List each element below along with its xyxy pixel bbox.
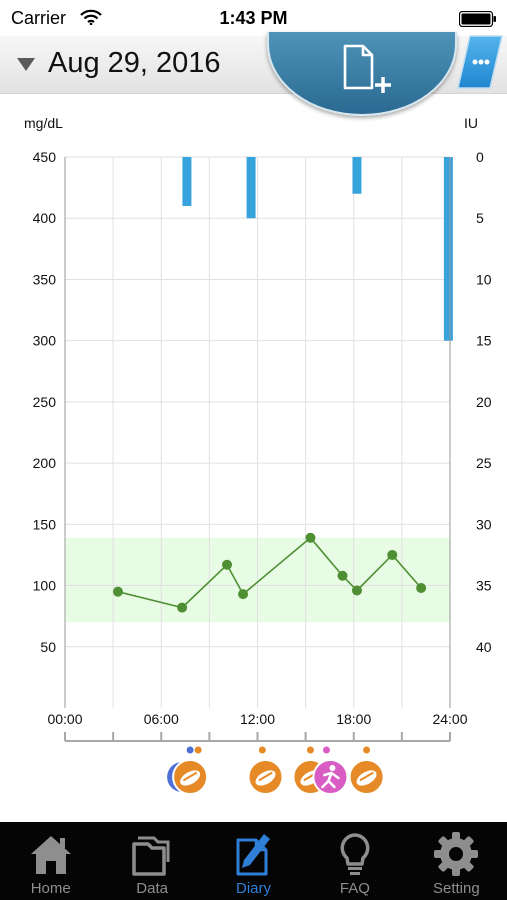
tab-setting-label: Setting [432,880,480,897]
gear-icon [434,832,479,876]
y-tick-label: 200 [33,455,57,471]
tab-data-label: Data [136,880,168,897]
event-dot [186,746,194,754]
y-tick-label: 100 [33,578,57,594]
y2-tick-label: 5 [476,210,484,226]
glucose-line [112,532,427,613]
event-marker[interactable] [292,746,349,795]
tab-home[interactable]: Home [0,822,101,900]
y-tick-label: 400 [33,210,57,226]
insulin-bars [182,157,453,341]
tab-diary[interactable]: Diary [203,822,304,900]
x-tick-label: 00:00 [47,711,82,727]
event-dot [306,746,314,754]
insulin-bar[interactable] [246,157,256,219]
y-axis-unit: mg/dL [24,115,63,131]
selected-date[interactable]: Aug 29, 2016 [48,47,221,79]
glucose-point[interactable] [416,583,427,594]
glucose-point[interactable] [238,589,249,600]
glucose-point[interactable] [112,586,123,597]
y2-tick-label: 20 [476,394,492,410]
tab-diary-label: Diary [236,880,272,897]
glucose-point[interactable] [351,585,362,596]
x-tick-label: 18:00 [336,711,371,727]
insulin-bar[interactable] [182,157,192,206]
y2-tick-label: 0 [476,149,484,165]
tab-data[interactable]: Data [101,822,202,900]
y2-tick-label: 10 [476,271,492,287]
date-picker-toggle-icon[interactable] [17,58,35,71]
status-bar: Carrier 1:43 PM [0,0,507,36]
meal-icon[interactable] [172,759,209,795]
event-dot [363,746,371,754]
y2-tick-label: 15 [476,333,492,349]
ellipsis-icon [472,59,490,65]
x-tick-label: 24:00 [432,711,467,727]
y-tick-label: 350 [33,271,57,287]
diary-icon [236,834,270,876]
tab-setting[interactable]: Setting [406,822,507,900]
tab-home-label: Home [30,880,71,897]
lightbulb-icon [340,833,370,875]
glucose-point[interactable] [222,559,233,570]
wifi-icon [80,9,102,25]
exercise-icon[interactable] [312,759,349,795]
y2-tick-label: 25 [476,455,492,471]
grid-lines [64,156,451,708]
y2-axis-unit: IU [464,115,478,131]
home-icon [30,836,71,874]
y2-tick-label: 35 [476,578,492,594]
data-folders-icon [132,836,170,876]
meal-icon[interactable] [348,759,385,795]
event-marker[interactable] [165,746,209,795]
new-document-icon [343,44,391,93]
chart-canvas: 50 100 150 200 250 300 350 400 450 0 5 10 15 20 25 30 35… [24,115,492,795]
tab-faq-label: FAQ [339,880,370,897]
y-tick-label: 50 [40,639,56,655]
glucose-point[interactable] [387,549,398,560]
clock: 1:43 PM [219,8,288,28]
event-dot [322,746,330,754]
y-tick-label: 450 [33,149,57,165]
meal-icon[interactable] [247,759,284,795]
glucose-point[interactable] [177,602,188,613]
y2-tick-label: 30 [476,516,492,532]
insulin-bar[interactable] [443,157,453,341]
tab-bar: Home Data Diary FAQ [0,822,507,900]
y-tick-label: 300 [33,333,57,349]
carrier-label: Carrier [11,8,67,28]
glucose-insulin-chart: 50 100 150 200 250 300 350 400 450 0 5 10 15 20 25 30 35… [0,94,507,824]
x-tick-label: 06:00 [144,711,179,727]
event-dot [194,746,202,754]
glucose-point[interactable] [337,570,348,581]
axes: 50 100 150 200 250 300 350 400 450 0 5 10 15 20 25 30 35… [33,149,492,727]
battery-icon [459,11,496,27]
insulin-bar[interactable] [352,157,362,194]
more-options-button[interactable] [456,34,504,90]
x-tick-label: 12:00 [240,711,275,727]
glucose-point[interactable] [305,532,316,543]
tab-faq[interactable]: FAQ [304,822,405,900]
event-marker[interactable] [348,746,385,795]
y-tick-label: 150 [33,516,57,532]
event-dot [258,746,266,754]
event-timeline [64,732,451,795]
event-marker[interactable] [247,746,284,795]
y-tick-label: 250 [33,394,57,410]
y2-tick-label: 40 [476,639,492,655]
